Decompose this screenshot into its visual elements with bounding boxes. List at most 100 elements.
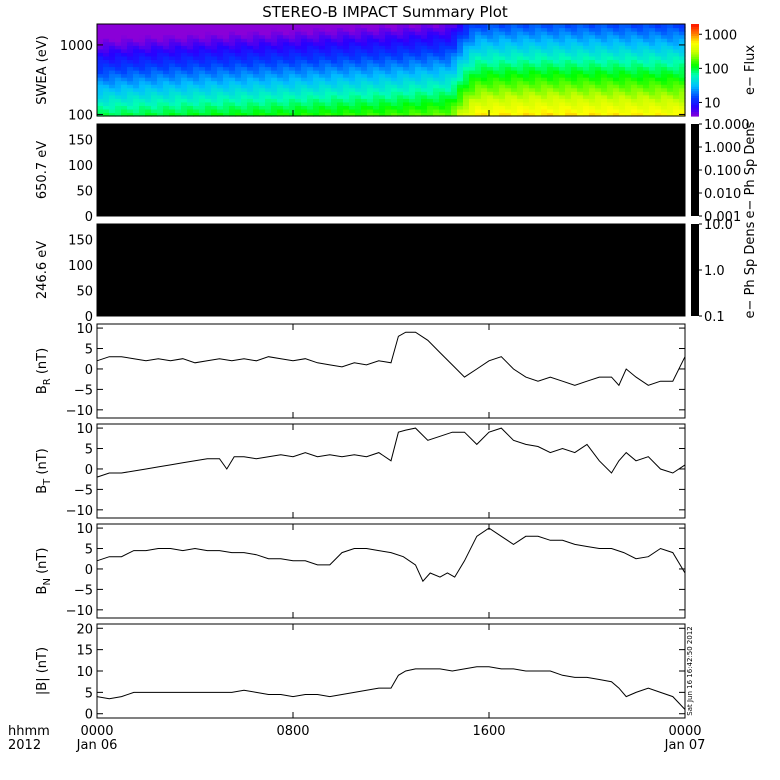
heatmap-cell bbox=[115, 27, 122, 32]
heatmap-cell bbox=[349, 24, 356, 29]
heatmap-cell bbox=[643, 66, 650, 71]
heatmap-cell bbox=[523, 27, 530, 32]
heatmap-cell bbox=[217, 80, 224, 85]
heatmap-cell bbox=[103, 98, 110, 103]
heatmap-cell bbox=[289, 24, 296, 29]
heatmap-cell bbox=[307, 59, 314, 64]
heatmap-cell bbox=[673, 34, 680, 39]
heatmap-cell bbox=[655, 87, 662, 92]
heatmap-cell bbox=[511, 84, 518, 89]
heatmap-cell bbox=[457, 48, 464, 53]
heatmap-cell bbox=[349, 66, 356, 71]
heatmap-cell bbox=[367, 101, 374, 106]
heatmap-cell bbox=[325, 48, 332, 53]
heatmap-cell bbox=[361, 31, 368, 36]
heatmap-cell bbox=[649, 94, 656, 99]
heatmap-cell bbox=[577, 101, 584, 106]
heatmap-cell bbox=[331, 80, 338, 85]
heatmap-cell bbox=[511, 45, 518, 50]
x-tick-time: 0000 bbox=[668, 724, 701, 739]
heatmap-cell bbox=[157, 84, 164, 89]
heatmap-cell bbox=[331, 77, 338, 82]
heatmap-cell bbox=[127, 31, 134, 36]
heatmap-cell bbox=[643, 62, 650, 68]
heatmap-cell bbox=[289, 34, 296, 39]
heatmap-cell bbox=[163, 48, 170, 53]
heatmap-cell bbox=[541, 98, 548, 103]
heatmap-cell bbox=[127, 66, 134, 71]
heatmap-cell bbox=[247, 31, 254, 36]
heatmap-cell bbox=[547, 38, 554, 43]
heatmap-cell bbox=[433, 108, 440, 114]
heatmap-cell bbox=[487, 105, 494, 110]
heatmap-cell bbox=[463, 91, 470, 96]
heatmap-cell bbox=[391, 105, 398, 110]
heatmap-cell bbox=[175, 94, 182, 99]
heatmap-cell bbox=[205, 55, 212, 60]
heatmap-cell bbox=[397, 27, 404, 32]
heatmap-cell bbox=[295, 62, 302, 68]
heatmap-cell bbox=[337, 105, 344, 110]
heatmap-cell bbox=[319, 94, 326, 99]
heatmap-cell bbox=[391, 48, 398, 53]
heatmap-cell bbox=[475, 91, 482, 96]
heatmap-cell bbox=[367, 48, 374, 53]
heatmap-cell bbox=[469, 101, 476, 106]
heatmap-cell bbox=[139, 87, 146, 92]
heatmap-cell bbox=[475, 84, 482, 89]
heatmap-cell bbox=[673, 27, 680, 32]
heatmap-cell bbox=[487, 91, 494, 96]
heatmap-cell bbox=[283, 41, 290, 46]
heatmap-cell bbox=[193, 80, 200, 85]
heatmap-cell bbox=[361, 62, 368, 68]
y-axis-label: SWEA (eV) bbox=[35, 35, 50, 104]
heatmap-cell bbox=[355, 101, 362, 106]
heatmap-cell bbox=[151, 45, 158, 50]
heatmap-cell bbox=[631, 84, 638, 89]
heatmap-cell bbox=[325, 87, 332, 92]
heatmap-cell bbox=[295, 55, 302, 60]
heatmap-cell bbox=[601, 62, 608, 68]
heatmap-cell bbox=[373, 101, 380, 106]
heatmap-cell bbox=[193, 84, 200, 89]
heatmap-cell bbox=[439, 80, 446, 85]
heatmap-cell bbox=[295, 87, 302, 92]
colorbar-segment bbox=[691, 37, 699, 41]
heatmap-cell bbox=[385, 45, 392, 50]
heatmap-cell bbox=[517, 101, 524, 106]
heatmap-cell bbox=[289, 105, 296, 110]
heatmap-cell bbox=[637, 62, 644, 68]
heatmap-cell bbox=[271, 55, 278, 60]
heatmap-cell bbox=[103, 87, 110, 92]
heatmap-cell bbox=[649, 24, 656, 29]
heatmap-cell bbox=[187, 66, 194, 71]
heatmap-cell bbox=[319, 41, 326, 46]
heatmap-cell bbox=[427, 91, 434, 96]
heatmap-cell bbox=[349, 62, 356, 68]
heatmap-cell bbox=[205, 31, 212, 36]
heatmap-cell bbox=[343, 66, 350, 71]
heatmap-cell bbox=[589, 87, 596, 92]
heatmap-cell bbox=[625, 27, 632, 32]
heatmap-cell bbox=[439, 62, 446, 68]
heatmap-cell bbox=[673, 38, 680, 43]
heatmap-cell bbox=[337, 108, 344, 114]
heatmap-cell bbox=[361, 66, 368, 71]
heatmap-cell bbox=[433, 45, 440, 50]
heatmap-cell bbox=[169, 34, 176, 39]
heatmap-cell bbox=[349, 101, 356, 106]
heatmap-cell bbox=[619, 59, 626, 64]
heatmap-cell bbox=[535, 91, 542, 96]
heatmap-cell bbox=[169, 77, 176, 82]
heatmap-cell bbox=[655, 77, 662, 82]
heatmap-cell bbox=[205, 105, 212, 110]
heatmap-cell bbox=[139, 108, 146, 114]
heatmap-cell bbox=[103, 84, 110, 89]
heatmap-cell bbox=[499, 66, 506, 71]
y-tick-label: 5 bbox=[85, 443, 93, 458]
heatmap-cell bbox=[451, 112, 458, 117]
heatmap-cell bbox=[139, 59, 146, 64]
heatmap-cell bbox=[283, 84, 290, 89]
heatmap-cell bbox=[391, 101, 398, 106]
heatmap-cell bbox=[655, 48, 662, 53]
